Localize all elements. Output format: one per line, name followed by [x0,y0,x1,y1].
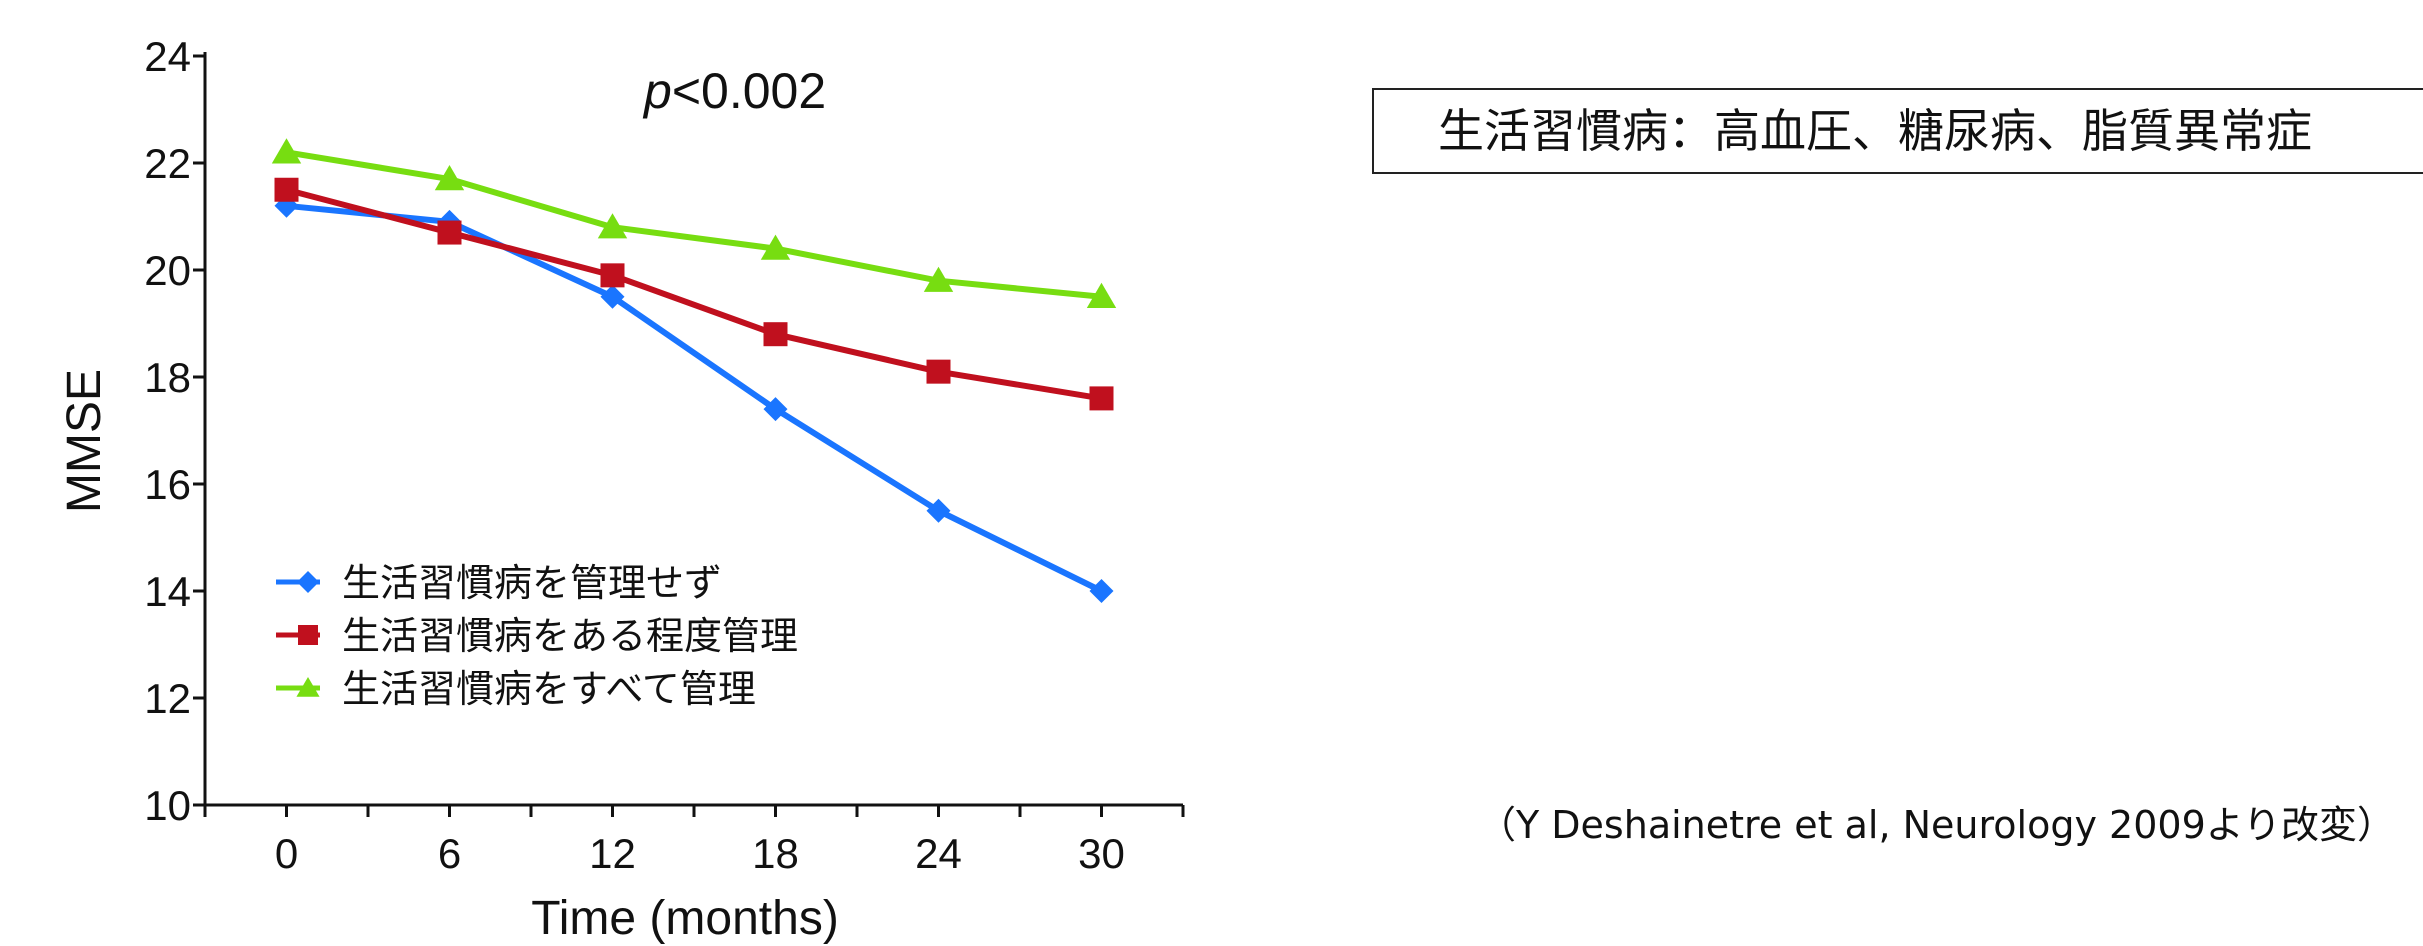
y-tick-label: 20 [144,247,191,294]
legend-marker-triangle [296,677,320,697]
series-line [286,149,1102,300]
legend-marker-square [298,625,318,645]
x-tick-label: 0 [275,830,298,877]
y-tick-label: 10 [144,782,191,829]
x-tick-label: 24 [915,830,962,877]
y-tick-label: 12 [144,675,191,722]
data-point-square [926,359,951,384]
data-point-triangle [434,165,465,191]
x-tick-label: 6 [438,830,461,877]
source-citation: （Y Deshainetre et al, Neurology 2009より改変… [1478,803,2395,847]
data-point-diamond [926,498,951,523]
x-tick-label: 12 [589,830,636,877]
series-line [286,202,1103,594]
y-tick-label: 18 [144,354,191,401]
y-tick-label: 24 [144,33,191,80]
data-point-triangle [760,234,791,260]
mmse-line-chart: 10 12 14 16 18 20 22 24 0 6 12 18 24 30 p<0.002 Time … [58,33,1185,945]
x-tick-label: 18 [752,830,799,877]
p-value-prefix: p [642,63,672,119]
data-point-square [437,220,462,245]
p-value-annotation: p<0.002 [642,63,826,119]
legend-marker-diamond [297,571,319,593]
p-value-text: <0.002 [672,63,826,119]
series-uncontrolled [274,193,1114,603]
legend-label: 生活習慣病をすべて管理 [342,667,756,711]
chart-series [271,138,1117,603]
data-point-square [600,263,625,288]
y-axis-title: MMSE [58,369,111,513]
y-tick-label: 14 [144,568,191,615]
data-point-triangle [271,138,302,164]
legend-label: 生活習慣病を管理せず [342,561,722,605]
data-point-diamond [600,284,625,309]
series-fully-controlled [271,138,1117,308]
data-point-diamond [1089,579,1114,603]
lifestyle-disease-definition-box: 生活習慣病：高血圧、糖尿病、脂質異常症 [1372,88,2423,174]
data-point-triangle [923,266,954,292]
data-point-square [1089,386,1114,411]
y-tick-label: 16 [144,461,191,508]
data-point-square [274,177,299,202]
data-point-square [763,322,788,347]
legend-label: 生活習慣病をある程度管理 [342,614,798,658]
x-tick-label: 30 [1078,830,1125,877]
y-tick-label: 22 [144,140,191,187]
data-point-triangle [1086,282,1117,308]
data-point-diamond [763,397,788,422]
series-partially-controlled [274,177,1114,411]
data-point-triangle [597,213,628,239]
chart-axes: 10 12 14 16 18 20 22 24 0 6 12 18 24 30 [144,33,1185,877]
series-line [285,186,1102,402]
x-axis-title: Time (months) [531,892,839,945]
